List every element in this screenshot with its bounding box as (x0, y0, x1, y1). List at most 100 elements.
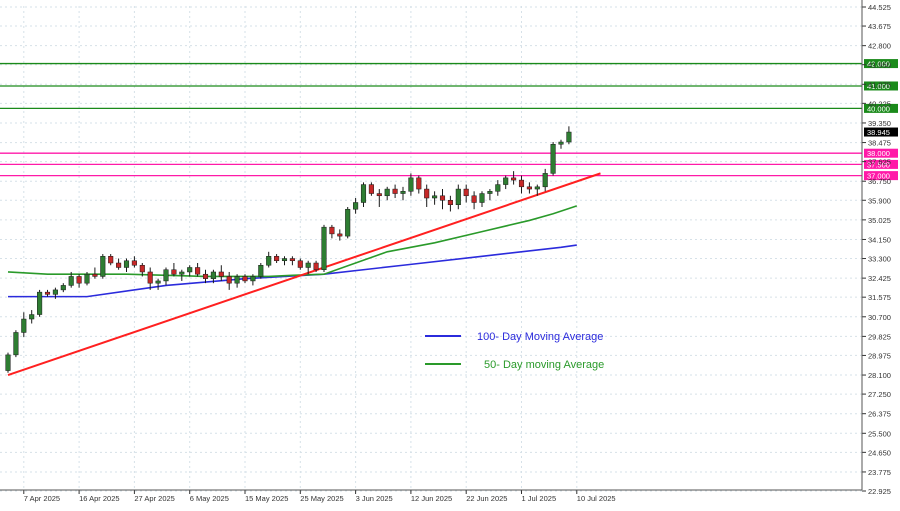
moving-average-line (7, 205, 578, 278)
y-tick-label: 38.475 (868, 139, 891, 148)
candle-body (447, 200, 453, 205)
candle-body (384, 188, 390, 197)
candle-body (52, 289, 58, 295)
y-tick-label: 34.150 (868, 235, 891, 244)
candle-body (297, 260, 303, 268)
candle-body (305, 262, 311, 268)
y-tick-label: 44.525 (868, 3, 891, 12)
candle-body (266, 256, 272, 266)
candle-body (408, 177, 414, 192)
level-label-box (864, 59, 898, 69)
x-tick-label: 15 May 2025 (245, 494, 288, 503)
moving-averages (7, 205, 578, 298)
candle-body (353, 202, 359, 210)
candle-body (250, 276, 256, 282)
candle-body (60, 285, 66, 291)
candle-body (179, 271, 185, 275)
y-tick-label: 26.375 (868, 410, 891, 419)
level-label-box (864, 103, 898, 113)
candle-body (147, 271, 153, 284)
y-tick-label: 35.900 (868, 196, 891, 205)
candle-body (368, 184, 374, 194)
trendline (7, 172, 601, 376)
candle-body (376, 193, 382, 197)
level-label-box (864, 148, 898, 158)
y-tick-label: 43.675 (868, 22, 891, 31)
trendline-line (7, 172, 601, 376)
candle-body (116, 262, 122, 268)
y-tick-label: 28.100 (868, 371, 891, 380)
candle-body (526, 186, 532, 190)
candle-body (550, 143, 556, 174)
candle-body (400, 191, 406, 194)
candle-body (321, 226, 327, 270)
level-label-box (864, 171, 898, 181)
candle-body (329, 226, 335, 235)
candle-body (511, 177, 517, 181)
level-label-box (864, 159, 898, 169)
candle-body (68, 276, 74, 286)
y-tick-label: 24.650 (868, 448, 891, 457)
x-tick-label: 16 Apr 2025 (79, 494, 119, 503)
candle-body (234, 276, 240, 284)
y-tick-label: 39.350 (868, 119, 891, 128)
candle-body (558, 141, 564, 145)
candle-body (534, 186, 540, 190)
candle-body (5, 354, 11, 371)
candle-body (424, 188, 430, 199)
level-label: 37.000 (867, 172, 890, 181)
moving-average-line (8, 244, 577, 298)
candle-body (226, 276, 232, 284)
x-tick-label: 12 Jun 2025 (411, 494, 452, 503)
x-tick-label: 27 Apr 2025 (134, 494, 174, 503)
candle-body (202, 273, 209, 279)
candle-body (345, 208, 351, 237)
candle-body (92, 273, 98, 277)
candle-body (392, 188, 398, 194)
candle-body (29, 314, 35, 320)
candle-body (100, 256, 106, 277)
candle-body (471, 195, 477, 203)
x-tick-label: 10 Jul 2025 (577, 494, 616, 503)
candle-body (44, 291, 51, 295)
candle-body (495, 184, 501, 192)
candle-body (289, 258, 295, 262)
candle-body (518, 179, 525, 188)
candle-body (195, 267, 201, 275)
candle-body (108, 256, 114, 264)
y-tick-label: 28.975 (868, 351, 891, 360)
y-tick-label: 32.425 (868, 274, 891, 283)
x-tick-label: 25 May 2025 (300, 494, 343, 503)
candle-body (163, 269, 169, 282)
candle-body (258, 264, 264, 277)
y-tick-label: 31.575 (868, 293, 891, 302)
candle-body (187, 267, 193, 273)
x-tick-label: 7 Apr 2025 (24, 494, 60, 503)
candle-body (503, 177, 509, 185)
level-label: 37.500 (867, 160, 890, 169)
level-label: 42.000 (867, 60, 890, 69)
y-tick-label: 33.300 (868, 255, 891, 264)
candle-body (487, 191, 493, 194)
current-price-box (864, 127, 898, 137)
candle-body (281, 258, 288, 262)
candle-body (242, 276, 248, 282)
candle-body (171, 269, 177, 275)
candle-body (37, 291, 43, 315)
candle-body (416, 177, 422, 190)
y-tick-label: 25.500 (868, 429, 891, 438)
candle-body (360, 184, 367, 203)
candle-body (432, 195, 438, 199)
candle-body (463, 188, 469, 197)
y-tick-label: 41.075 (868, 80, 891, 89)
candle-body (479, 193, 485, 203)
x-tick-label: 3 Jun 2025 (356, 494, 393, 503)
candle-body (218, 271, 224, 277)
x-tick-label: 1 Jul 2025 (522, 494, 557, 503)
y-tick-label: 35.025 (868, 216, 891, 225)
candle-body (439, 195, 446, 201)
candle-body (13, 332, 19, 356)
